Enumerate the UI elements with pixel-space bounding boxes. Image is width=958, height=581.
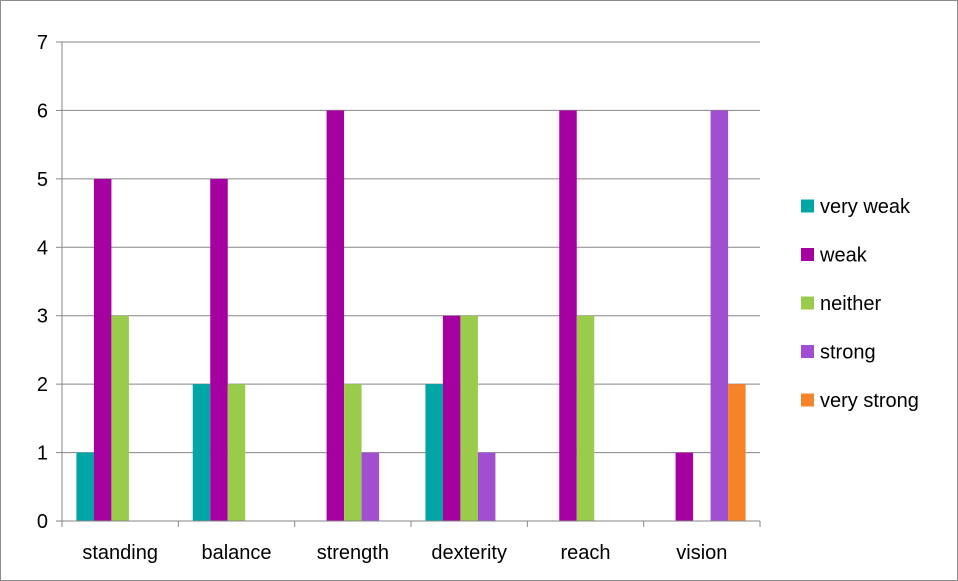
bar-weak-balance [210, 178, 228, 521]
y-tick-label: 2 [37, 374, 48, 396]
y-axis-tick-labels: 0 1 2 3 4 5 6 7 [37, 32, 48, 533]
legend-label-neither: neither [820, 293, 881, 315]
bar-very-strong-vision [728, 384, 746, 521]
bar-neither-strength [344, 384, 362, 521]
bar-weak-reach [559, 110, 577, 521]
legend-label-very-strong: very strong [820, 390, 919, 412]
bar-weak-strength [326, 110, 345, 521]
bar-very-weak-standing [76, 452, 94, 521]
bars [76, 110, 746, 521]
y-tick-label: 4 [37, 237, 48, 259]
bar-weak-standing [93, 178, 112, 521]
y-tick-label: 5 [37, 169, 48, 191]
bar-neither-reach [576, 315, 595, 521]
legend-swatch-weak [801, 248, 814, 261]
y-tick-label: 7 [37, 32, 48, 54]
legend: very weak weak neither strong very strong [801, 196, 919, 412]
axes [56, 41, 761, 527]
bar-very-weak-balance [192, 384, 211, 521]
bar-strong-vision [710, 110, 729, 521]
bar-very-weak-dexterity [425, 384, 443, 521]
x-tick-label-balance: balance [201, 542, 271, 564]
y-tick-label: 3 [37, 306, 48, 328]
y-tick-label: 0 [37, 511, 48, 533]
legend-swatch-strong [801, 345, 814, 358]
legend-swatch-very-weak [801, 199, 814, 213]
bar-neither-standing [111, 315, 129, 521]
y-tick-label: 1 [37, 443, 48, 465]
bar-weak-dexterity [442, 315, 461, 521]
x-tick-label-reach: reach [560, 542, 610, 564]
legend-label-strong: strong [820, 342, 876, 364]
legend-swatch-very-strong [801, 393, 814, 407]
x-tick-label-strength: strength [317, 542, 389, 564]
x-tick-label-vision: vision [676, 542, 727, 564]
legend-label-weak: weak [819, 245, 868, 267]
bar-neither-dexterity [460, 315, 478, 521]
y-tick-label: 6 [37, 100, 48, 122]
bar-strong-dexterity [477, 452, 496, 521]
legend-label-very-weak: very weak [820, 196, 911, 218]
x-tick-label-dexterity: dexterity [431, 542, 507, 564]
bar-neither-balance [227, 384, 246, 521]
x-tick-label-standing: standing [82, 542, 158, 564]
legend-swatch-neither [801, 296, 814, 310]
bar-weak-vision [675, 452, 694, 521]
bar-strong-strength [361, 452, 380, 521]
x-axis-tick-labels: standing balance strength dexterity reach vis… [82, 542, 727, 564]
gridlines [62, 41, 760, 454]
